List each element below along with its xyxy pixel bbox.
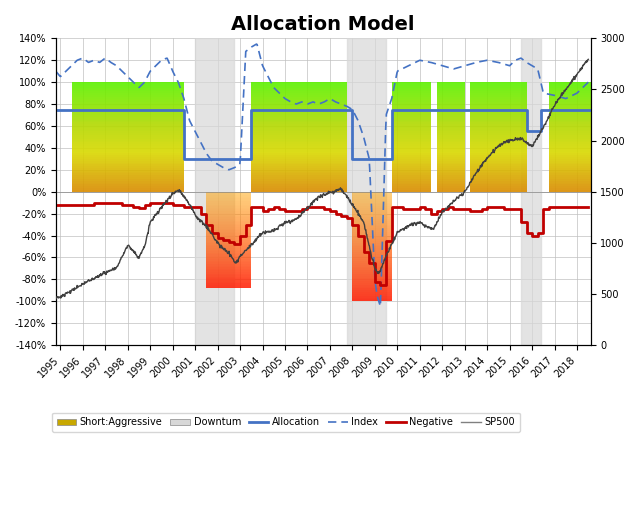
Bar — [347, 38, 386, 345]
Bar — [521, 38, 541, 345]
Bar — [195, 38, 234, 345]
Legend: Short:Aggressive, Downtum, Allocation, Index, Negative, SP500: Short:Aggressive, Downtum, Allocation, I… — [52, 413, 520, 432]
Title: Allocation Model: Allocation Model — [232, 15, 415, 34]
